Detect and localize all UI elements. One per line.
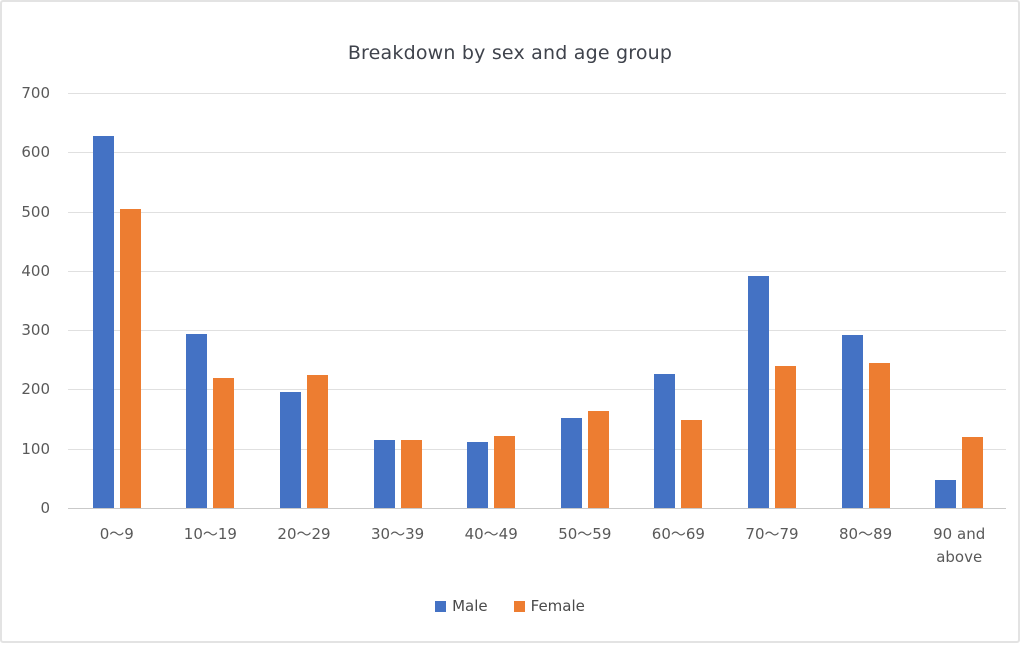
gridline-y-100 <box>68 448 1006 450</box>
bar-female-8[interactable] <box>775 365 796 508</box>
gridline-y-500 <box>68 211 1006 213</box>
x-axis-tick-4: 30〜39 <box>371 525 425 543</box>
gridline-y-600 <box>68 152 1006 154</box>
bar-male-9[interactable] <box>841 335 863 508</box>
bar-male-3[interactable] <box>280 391 301 508</box>
x-axis-tick-6: 50〜59 <box>558 525 612 543</box>
bar-male-6[interactable] <box>560 417 582 508</box>
x-axis-tick-5: 40〜49 <box>464 525 518 543</box>
bar-female-10[interactable] <box>962 437 984 508</box>
female-swatch-icon <box>513 600 525 612</box>
legend-item-male[interactable]: Male <box>435 597 488 615</box>
bar-female-9[interactable] <box>868 362 890 508</box>
legend-item-female[interactable]: Female <box>513 597 585 615</box>
y-axis-tick-600: 600 <box>21 143 50 162</box>
bar-male-8[interactable] <box>748 275 769 508</box>
bar-female-5[interactable] <box>494 436 516 508</box>
x-axis-tick-8: 70〜79 <box>745 525 799 543</box>
bar-male-7[interactable] <box>654 374 676 508</box>
bar-male-5[interactable] <box>467 442 489 508</box>
x-axis-tick-10: 90 and above <box>933 525 986 566</box>
bar-male-2[interactable] <box>186 333 208 508</box>
bar-male-1[interactable] <box>92 136 114 508</box>
y-axis-tick-300: 300 <box>21 321 50 340</box>
gridline-y-700 <box>68 93 1006 94</box>
x-axis-tick-1: 0〜9 <box>99 525 134 543</box>
gridline-y-200 <box>68 389 1006 391</box>
bar-female-2[interactable] <box>213 377 235 508</box>
bar-male-4[interactable] <box>373 439 395 508</box>
bar-female-7[interactable] <box>681 420 703 508</box>
x-axis-tick-3: 20〜29 <box>277 525 331 543</box>
y-axis-tick-500: 500 <box>21 202 50 221</box>
bar-female-1[interactable] <box>119 208 141 508</box>
y-axis-tick-700: 700 <box>21 84 50 102</box>
y-axis-tick-0: 0 <box>40 499 50 517</box>
legend: Male Female <box>2 597 1018 615</box>
gridline-y-0 <box>68 508 1006 509</box>
bar-male-10[interactable] <box>935 479 957 508</box>
legend-label-female: Female <box>530 597 585 615</box>
bar-female-3[interactable] <box>307 375 328 508</box>
y-axis-tick-400: 400 <box>21 261 50 280</box>
gridline-y-400 <box>68 270 1006 272</box>
gridline-y-300 <box>68 330 1006 332</box>
male-swatch-icon <box>435 600 447 612</box>
bar-female-6[interactable] <box>587 411 609 508</box>
x-axis-tick-9: 80〜89 <box>839 525 893 543</box>
x-axis-tick-7: 60〜69 <box>651 525 705 543</box>
y-axis-tick-200: 200 <box>21 380 50 399</box>
bar-female-4[interactable] <box>400 439 422 508</box>
y-axis-tick-100: 100 <box>21 439 50 458</box>
chart-title: Breakdown by sex and age group <box>347 42 673 64</box>
x-axis-tick-2: 10〜19 <box>183 525 237 543</box>
legend-label-male: Male <box>452 597 488 615</box>
